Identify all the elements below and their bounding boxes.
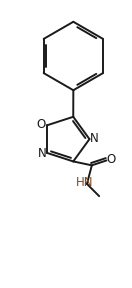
Text: N: N bbox=[38, 147, 46, 160]
Text: N: N bbox=[90, 132, 99, 145]
Text: HN: HN bbox=[76, 177, 93, 190]
Text: O: O bbox=[37, 118, 46, 131]
Text: O: O bbox=[107, 153, 116, 166]
